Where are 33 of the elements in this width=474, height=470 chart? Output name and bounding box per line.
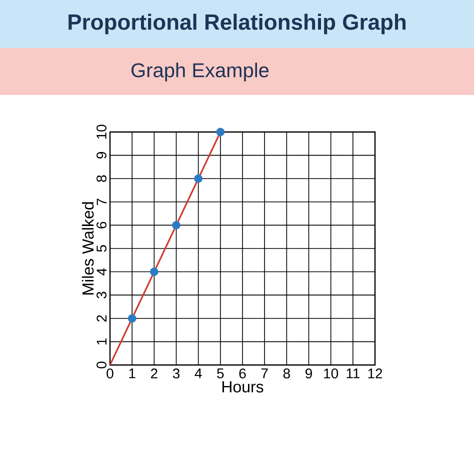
y-tick-label: 2: [96, 315, 106, 322]
x-tick-label: 7: [261, 368, 268, 378]
x-tick-label: 4: [194, 368, 202, 378]
y-tick-label: 10: [96, 124, 106, 139]
x-axis-title: Hours: [222, 381, 264, 392]
y-tick-label: 3: [96, 292, 106, 298]
y-tick-label: 5: [96, 245, 106, 252]
x-tick-label: 11: [346, 368, 360, 378]
x-tick-label: 5: [217, 368, 224, 378]
y-tick-label: 9: [96, 152, 106, 159]
y-tick-label: 0: [96, 362, 106, 368]
y-tick-label: 1: [96, 338, 106, 345]
point: [150, 268, 158, 276]
chart-title: Proportional Relationship Graph: [68, 14, 406, 34]
x-tick-label: 2: [150, 368, 158, 378]
x-tick-label: 8: [283, 368, 290, 378]
y-tick-label: 7: [96, 198, 106, 206]
x-tick-label: 1: [129, 368, 136, 378]
y-tick-label: 6: [96, 222, 106, 228]
x-tick-label: 9: [306, 368, 312, 378]
y-axis-title: Miles Walked: [82, 202, 94, 294]
y-tick-label: 4: [96, 268, 106, 276]
point: [216, 128, 225, 136]
chart-subtitle: Graph Example: [132, 62, 269, 82]
x-tick-label: 6: [239, 368, 246, 378]
x-tick-label: 3: [172, 368, 180, 378]
x-tick-label: 10: [324, 368, 338, 378]
point: [172, 220, 180, 230]
x-tick-label: 0: [106, 368, 114, 378]
y-tick-label: 8: [96, 175, 106, 182]
x-tick-label: 12: [368, 368, 382, 378]
point: [194, 174, 203, 183]
point: [128, 314, 136, 323]
